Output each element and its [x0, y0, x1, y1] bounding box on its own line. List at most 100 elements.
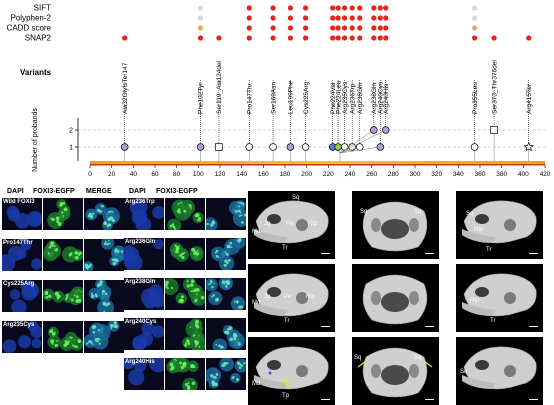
fluorescence-spot [239, 238, 242, 241]
anatomy-label: Sq [354, 355, 362, 361]
cell-nucleus [212, 338, 228, 350]
anatomy-label: Tr [486, 247, 492, 253]
fluorescence-spot [183, 252, 186, 254]
cell-nucleus [124, 358, 136, 370]
micrograph-label: Arg240His [125, 359, 155, 365]
fluorescence-spot [200, 296, 205, 300]
fluorescence-spot [240, 363, 244, 367]
pointer-arrow [281, 378, 291, 390]
fluorescence-spot [229, 241, 233, 245]
fluorescence-spot [103, 242, 107, 246]
fluorescence-spot [236, 361, 240, 365]
pointer-arrow [283, 376, 293, 382]
variant-label: Arg236Gln [357, 83, 364, 114]
fluorescence-spot [89, 214, 93, 219]
anatomy-label: Tr [282, 245, 288, 251]
prediction-dot [341, 5, 348, 11]
variant-label: Cys225Arg [303, 81, 310, 114]
fluorescence-spot [198, 345, 201, 348]
fluorescence-spot [214, 251, 217, 254]
fluorescence-spot [72, 344, 75, 347]
anatomy-label: Md [252, 300, 261, 306]
mandible-shape [254, 302, 288, 316]
fluorescence-spot [98, 342, 101, 345]
fluorescence-spot [215, 343, 218, 346]
pointer-arrow [423, 360, 433, 368]
fluorescence-spot [56, 297, 59, 300]
prediction-dot [383, 5, 389, 11]
prediction-dot [302, 25, 309, 31]
fluorescence-spot [194, 339, 198, 344]
micrograph-merge [84, 198, 124, 230]
anatomy-label: Sq [414, 209, 422, 215]
fluorescence-spot [77, 339, 82, 343]
prediction-dot [287, 25, 294, 31]
prediction-dot [341, 15, 348, 21]
fluorescence-spot [233, 300, 236, 303]
variant-label: Ser169Asn [270, 81, 277, 114]
cell-nucleus [175, 292, 188, 305]
fluorescence-spot [230, 246, 233, 249]
scale-bar [321, 325, 330, 327]
fluorescence-spot [59, 204, 62, 207]
variant-marker [286, 143, 295, 151]
micrograph-merge [84, 239, 124, 271]
x-tick-label: 260 [366, 171, 377, 178]
micrograph-label: Cys225Arg [3, 281, 35, 287]
x-tick-label: 40 [130, 171, 138, 178]
cell-nucleus [20, 240, 32, 251]
fluorescence-spot [53, 244, 56, 248]
variant-marker [523, 141, 534, 152]
orbit [475, 360, 489, 370]
fluorescence-spot [175, 247, 180, 251]
fluorescence-spot [193, 251, 198, 256]
anatomy-label: Pe [286, 221, 294, 227]
fluorescence-spot [103, 310, 106, 312]
fluorescence-spot [217, 344, 221, 348]
fluorescence-spot [238, 366, 242, 369]
micrograph-merge [206, 278, 246, 310]
cell-nucleus [18, 335, 32, 349]
cell-nucleus [232, 203, 245, 216]
bulla [504, 365, 516, 377]
fluorescence-spot [65, 341, 69, 346]
x-tick-label: 60 [151, 171, 159, 178]
micrograph-merge [206, 238, 246, 270]
cell-nucleus [151, 325, 164, 338]
fluorescence-spot [104, 292, 108, 296]
fluorescence-spot [74, 255, 79, 260]
fluorescence-spot [116, 250, 120, 253]
fluorescence-spot [169, 368, 172, 370]
fluorescence-spot [108, 218, 111, 221]
variant-connector [339, 129, 374, 154]
anatomy-label: Sq [360, 209, 368, 215]
bulla-right [409, 218, 419, 232]
fluorescence-spot [45, 292, 48, 296]
prediction-dot [287, 5, 294, 11]
micrograph-merge [206, 318, 246, 350]
prediction-dot [357, 5, 363, 11]
fluorescence-spot [166, 287, 169, 290]
x-tick-label: 20 [108, 171, 116, 178]
variant-label: Arg236Trp [349, 83, 356, 114]
micro-ct-skull-back [352, 264, 439, 332]
micrograph-foxi3 [165, 358, 205, 390]
cell-nucleus [43, 288, 55, 301]
fluorescence-spot [210, 295, 213, 298]
prediction-dot [197, 5, 204, 11]
scale-bar [529, 325, 538, 327]
fluorescence-spot [169, 224, 173, 228]
fluorescence-spot [110, 327, 113, 330]
fluorescence-spot [74, 251, 79, 255]
micrograph-label: Arg240Cys [125, 319, 157, 325]
fluorescence-spot [197, 216, 202, 221]
prediction-dot [330, 25, 336, 31]
prediction-dot [270, 15, 276, 21]
x-tick-label: 360 [475, 171, 486, 178]
header-merge-left: MERGE [86, 188, 112, 195]
cell-nucleus [206, 278, 218, 292]
micrograph-dapi: Arg235Cys [2, 321, 42, 353]
fluorescence-spot [213, 282, 216, 285]
fluorescence-spot [45, 295, 49, 299]
prediction-dot [377, 25, 383, 31]
